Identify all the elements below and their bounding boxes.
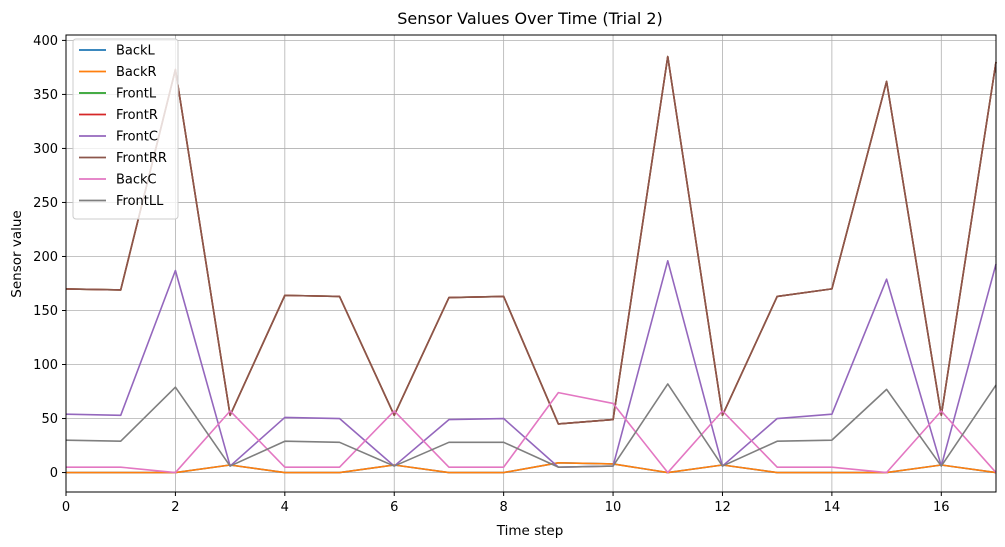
x-tick-label: 6 <box>390 500 398 515</box>
y-tick-label: 100 <box>33 358 58 373</box>
x-tick-label: 16 <box>933 500 950 515</box>
y-tick-label: 300 <box>33 142 58 157</box>
series-line-frontr <box>65 55 997 425</box>
x-tick-label: 14 <box>824 500 841 515</box>
series-line-frontc <box>65 259 997 468</box>
series-lines <box>65 55 997 474</box>
y-tick-label: 200 <box>33 250 58 265</box>
series-line-backc <box>66 391 997 474</box>
x-tick-label: 10 <box>605 500 622 515</box>
legend-label-backl: BackL <box>116 44 156 59</box>
y-tick-label: 350 <box>33 88 58 103</box>
x-axis-label: Time step <box>496 523 564 539</box>
legend: BackL BackR FrontL FrontR FrontC FrontRR BackC… <box>72 38 179 220</box>
y-tick-label: 400 <box>33 34 58 49</box>
y-tick-label: 50 <box>41 412 58 427</box>
series-line-backr <box>66 462 997 474</box>
legend-label-frontl: FrontL <box>116 87 157 102</box>
y-axis-ticks: 0 50 100 150 200 250 300 350 400 <box>33 34 66 481</box>
series-line-frontl <box>65 55 997 425</box>
legend-label-frontll: FrontLL <box>116 194 164 209</box>
legend-label-frontc: FrontC <box>116 130 158 145</box>
y-axis-label: Sensor value <box>9 210 25 297</box>
series-line-frontrr <box>65 55 997 425</box>
y-tick-label: 150 <box>33 304 58 319</box>
y-tick-label: 250 <box>33 196 58 211</box>
legend-label-frontr: FrontR <box>116 108 158 123</box>
legend-label-frontrr: FrontRR <box>116 151 167 166</box>
y-tick-label: 0 <box>50 466 58 481</box>
x-tick-label: 0 <box>62 500 70 515</box>
legend-label-backc: BackC <box>116 173 157 188</box>
legend-label-backr: BackR <box>116 65 157 80</box>
x-tick-label: 2 <box>171 500 179 515</box>
series-line-frontll <box>65 383 997 468</box>
x-tick-label: 8 <box>500 500 508 515</box>
legend-box <box>72 38 179 220</box>
x-tick-label: 12 <box>714 500 731 515</box>
x-axis-ticks: 0 2 4 6 8 10 12 14 16 <box>62 492 950 515</box>
plot-area-frame <box>65 34 997 493</box>
chart-title: Sensor Values Over Time (Trial 2) <box>397 9 663 28</box>
x-tick-label: 4 <box>281 500 289 515</box>
